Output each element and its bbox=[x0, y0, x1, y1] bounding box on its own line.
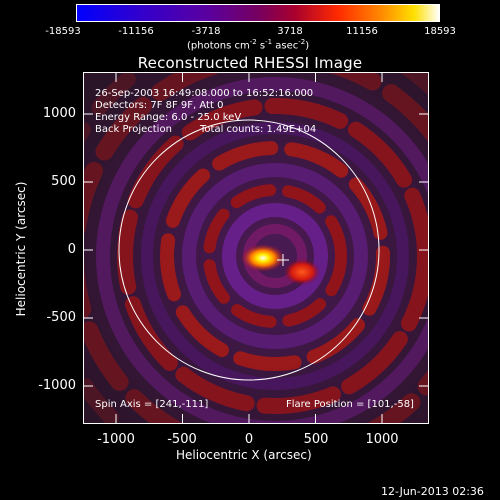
colorbar-tick-label: -3718 bbox=[191, 26, 221, 37]
x-tick-label: -1000 bbox=[97, 432, 135, 447]
flare-position-label: Flare Position = [101,-58] bbox=[286, 399, 414, 410]
colorbar-tick-label: 18593 bbox=[424, 26, 456, 37]
colorbar-tick-label: -18593 bbox=[45, 26, 81, 37]
y-tick-label: 1000 bbox=[42, 106, 76, 121]
y-axis-title: Heliocentric Y (arcsec) bbox=[14, 181, 28, 317]
y-tick-label: 500 bbox=[51, 174, 76, 189]
y-tick-label: -500 bbox=[46, 310, 76, 325]
colorbar-tick-label: 3718 bbox=[277, 26, 303, 37]
total-counts-label: Total counts: 1.49E+04 bbox=[200, 124, 317, 135]
x-tick-label: 500 bbox=[303, 432, 329, 447]
y-tick-label: 0 bbox=[67, 242, 76, 257]
energy-range-label: Energy Range: 6.0 - 25.0 keV bbox=[95, 112, 242, 123]
x-tick-label: -500 bbox=[167, 432, 197, 447]
method-label: Back Projection bbox=[95, 124, 172, 135]
x-tick-label: 1000 bbox=[365, 432, 399, 447]
x-tick-label: 0 bbox=[244, 432, 254, 447]
colorbar-units: (photons cm-2 s-1 asec-2) bbox=[187, 38, 310, 52]
time-range-label: 26-Sep-2003 16:49:08.000 to 16:52:16.000 bbox=[95, 88, 314, 99]
colorbar-tick-label: 11156 bbox=[346, 26, 378, 37]
footer-date: 12-Jun-2013 02:36 bbox=[381, 485, 484, 498]
colorbar-tick-label: -11156 bbox=[118, 26, 154, 37]
rhessi-image bbox=[83, 72, 429, 424]
y-tick-label: -1000 bbox=[38, 378, 76, 393]
spin-axis-label: Spin Axis = [241,-111] bbox=[95, 399, 209, 410]
plot-title: Reconstructed RHESSI Image bbox=[137, 54, 363, 72]
detectors-label: Detectors: 7F 8F 9F, Att 0 bbox=[95, 100, 224, 111]
colorbar bbox=[76, 4, 440, 22]
x-axis-title: Heliocentric X (arcsec) bbox=[176, 448, 312, 462]
